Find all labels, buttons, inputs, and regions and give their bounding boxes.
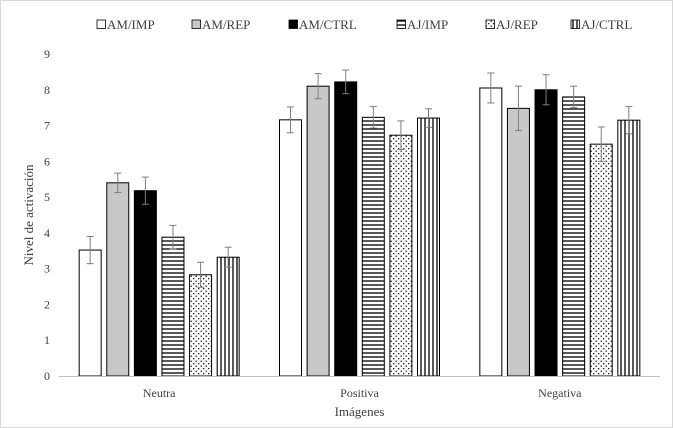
y-tick-label: 2 bbox=[44, 297, 50, 311]
error-bar bbox=[287, 106, 294, 134]
y-tick-label: 5 bbox=[44, 190, 50, 204]
bar bbox=[417, 117, 440, 377]
bar bbox=[589, 143, 613, 377]
bar bbox=[361, 116, 385, 377]
bar bbox=[161, 236, 185, 377]
legend-label: AJ/CTRL bbox=[581, 17, 632, 32]
legend-label: AJ/REP bbox=[496, 17, 538, 32]
error-bar bbox=[114, 172, 122, 193]
y-axis: 0 1 2 3 4 5 6 7 8 9 bbox=[44, 47, 50, 383]
y-tick-label: 3 bbox=[44, 262, 50, 276]
error-bar bbox=[369, 106, 377, 129]
error-bar bbox=[425, 108, 432, 128]
legend-label: AM/CTRL bbox=[299, 17, 357, 32]
legend-swatch bbox=[96, 19, 106, 29]
legend-item: AM/IMP bbox=[96, 17, 155, 32]
legend-item: AJ/REP bbox=[485, 17, 538, 32]
bar bbox=[306, 85, 330, 377]
error-bar bbox=[625, 106, 633, 135]
bar bbox=[78, 249, 102, 377]
bar bbox=[106, 182, 130, 377]
legend-label: AJ/IMP bbox=[407, 17, 448, 32]
bar bbox=[562, 96, 586, 377]
error-bar bbox=[141, 176, 149, 205]
error-bar bbox=[514, 85, 522, 132]
bar bbox=[216, 256, 240, 377]
bar bbox=[506, 107, 530, 377]
bar bbox=[617, 119, 641, 377]
y-tick-label: 7 bbox=[44, 119, 50, 133]
legend-swatch bbox=[288, 19, 298, 29]
error-bar bbox=[197, 261, 205, 288]
y-tick-label: 8 bbox=[44, 83, 50, 97]
bar bbox=[389, 134, 413, 377]
error-bar bbox=[169, 224, 177, 250]
legend-item: AJ/IMP bbox=[396, 17, 448, 32]
legend-item: AM/CTRL bbox=[288, 17, 357, 32]
error-bar bbox=[342, 69, 350, 95]
legend-label: AM/REP bbox=[202, 17, 250, 32]
y-tick-label: 0 bbox=[44, 369, 50, 383]
x-tick-label: Positiva bbox=[340, 386, 379, 400]
legend-label: AM/IMP bbox=[107, 17, 155, 32]
bar bbox=[279, 119, 302, 377]
legend-item: AM/REP bbox=[191, 17, 250, 32]
bar bbox=[534, 89, 558, 377]
legend-item: AJ/CTRL bbox=[570, 17, 632, 32]
x-axis: Neutra Positiva Negativa bbox=[59, 376, 660, 400]
bar bbox=[334, 81, 358, 377]
error-bar bbox=[224, 246, 232, 268]
y-tick-label: 9 bbox=[44, 47, 50, 61]
legend-swatch bbox=[570, 19, 580, 29]
y-tick-label: 6 bbox=[44, 154, 50, 168]
legend-swatch bbox=[396, 19, 406, 29]
bar bbox=[189, 274, 213, 377]
error-bar bbox=[542, 74, 550, 106]
x-tick-label: Neutra bbox=[143, 386, 176, 400]
error-bar bbox=[570, 85, 578, 109]
error-bar bbox=[487, 72, 495, 104]
y-tick-label: 4 bbox=[44, 226, 50, 240]
bar bbox=[479, 87, 503, 377]
error-bar bbox=[314, 73, 322, 100]
legend: AM/IMP AM/REP AM/CTRL AJ/IMP AJ/REP AJ/CTRL bbox=[96, 17, 632, 32]
legend-swatch bbox=[191, 19, 201, 29]
x-tick-label: Negativa bbox=[538, 386, 582, 400]
error-bar bbox=[597, 126, 605, 162]
y-axis-title: Nivel de activación bbox=[21, 164, 36, 266]
legend-swatch bbox=[485, 19, 495, 29]
bars bbox=[78, 69, 641, 377]
error-bar bbox=[86, 235, 94, 265]
bar bbox=[133, 190, 157, 377]
y-tick-label: 1 bbox=[44, 333, 50, 347]
x-axis-title: Imágenes bbox=[335, 404, 385, 419]
error-bar bbox=[397, 120, 405, 151]
